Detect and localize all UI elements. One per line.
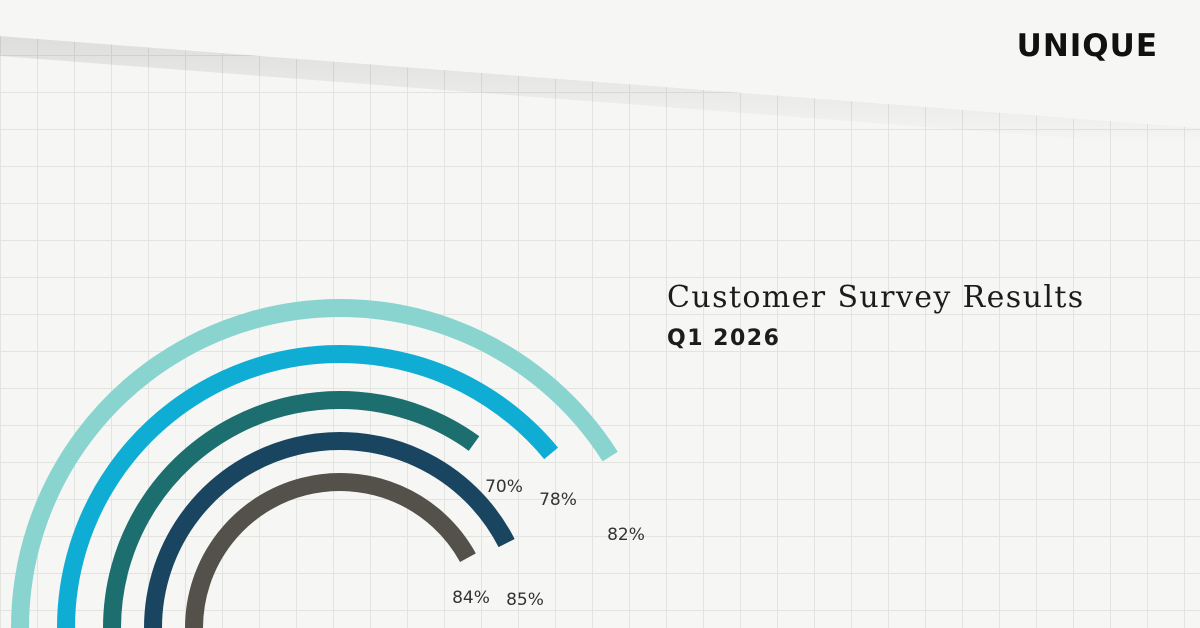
- page-title: Customer Survey Results: [667, 280, 1085, 315]
- radial-bar-label-5: 84%: [452, 588, 490, 608]
- radial-bar-1: [11, 299, 618, 628]
- radial-bar-label-4: 85%: [506, 590, 544, 610]
- brand-logo: UNIQUE: [1016, 28, 1158, 64]
- radial-bar-4: [144, 431, 515, 628]
- radial-bar-label-2: 78%: [539, 490, 577, 510]
- radial-bar-2: [57, 345, 559, 628]
- radial-bar-3: [103, 391, 480, 628]
- radial-bar-label-1: 82%: [607, 525, 645, 545]
- radial-bar-5: [185, 473, 476, 628]
- page-subtitle: Q1 2026: [667, 326, 781, 351]
- radial-bar-label-3: 70%: [485, 477, 523, 497]
